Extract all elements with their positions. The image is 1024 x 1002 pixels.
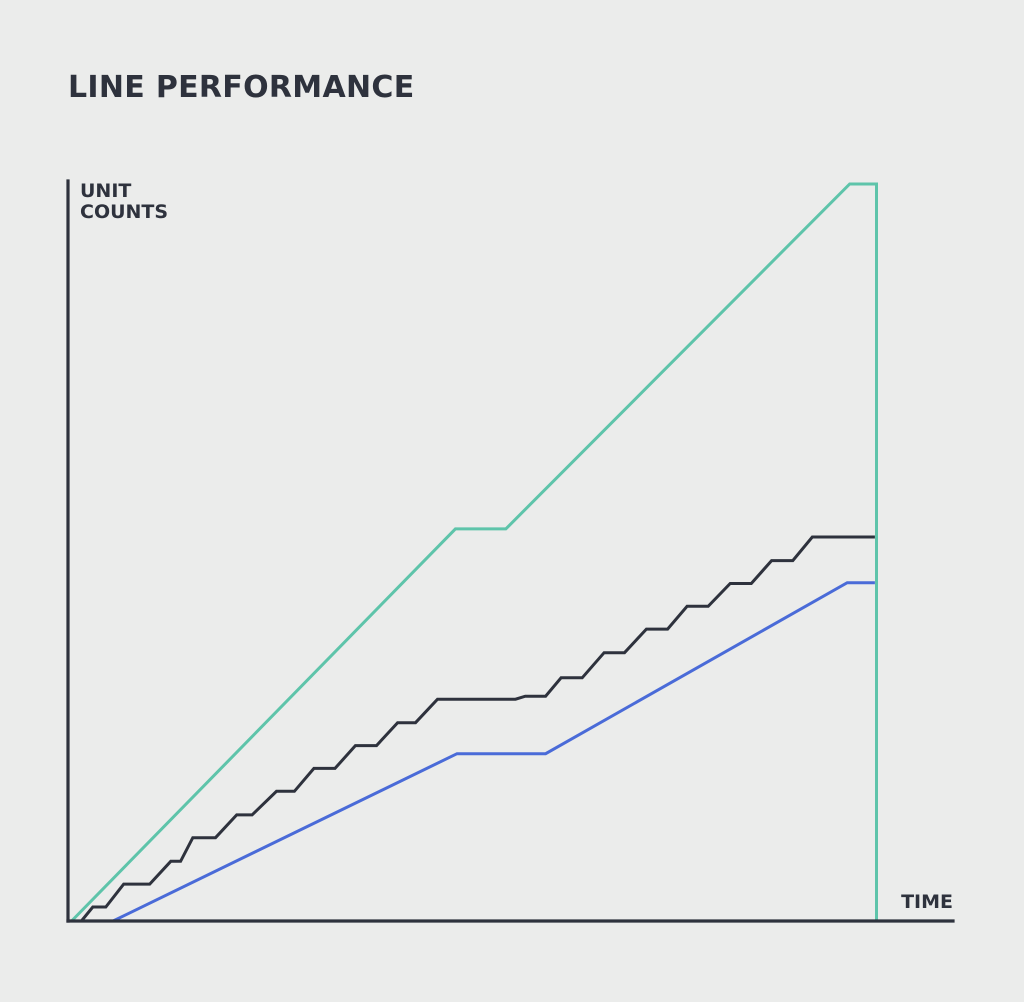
x-axis-label: TIME: [901, 891, 953, 913]
chart-title: LINE PERFORMANCE: [68, 70, 415, 105]
plot-series: [70, 182, 878, 923]
series-line-3: [112, 581, 875, 923]
series-line-2: [80, 535, 875, 922]
series-line-1: [70, 182, 878, 923]
y-axis-label-line-1: UNIT: [80, 180, 131, 202]
y-axis-label-line-2: COUNTS: [80, 201, 168, 223]
